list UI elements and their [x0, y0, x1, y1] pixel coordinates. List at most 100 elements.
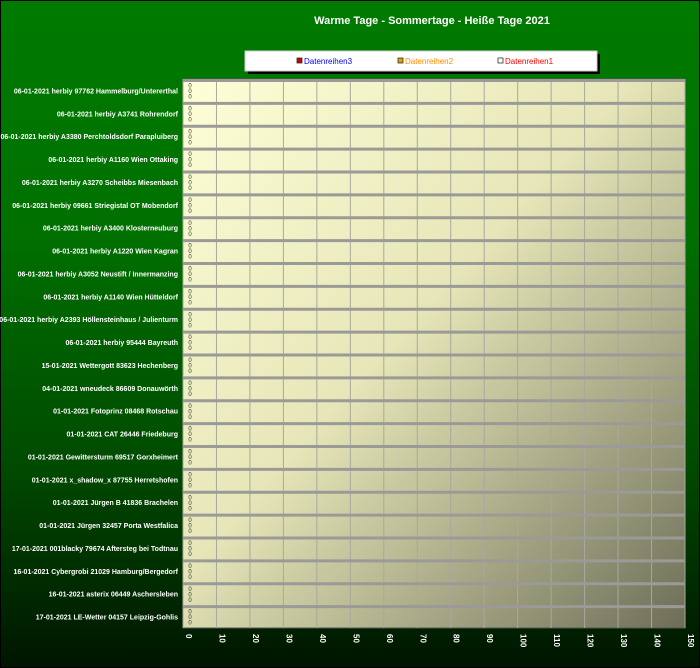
data-label: 0: [188, 140, 192, 146]
category-label: 06-01-2021 herbiy A3270 Scheibbs Miesenb…: [22, 180, 178, 187]
data-label: 0: [188, 209, 192, 215]
data-label: 0: [188, 524, 192, 530]
row-separator: [183, 79, 685, 82]
data-label: 0: [188, 152, 192, 158]
data-label: 0: [188, 117, 192, 123]
data-label: 0: [188, 129, 192, 135]
data-label: 0: [188, 255, 192, 261]
data-label: 0: [188, 409, 192, 415]
data-label: 0: [188, 335, 192, 341]
row-separator: [183, 353, 685, 357]
legend: Datenreihen3 Datenreihen2 Datenreihen1: [244, 50, 600, 74]
category-label: 16-01-2021 Cybergrobi 21029 Hamburg/Berg…: [13, 569, 178, 576]
category-label: 06-01-2021 herbiy 95444 Bayreuth: [66, 340, 178, 347]
row-separator: [183, 559, 685, 563]
data-label: 0: [188, 564, 192, 570]
data-label: 0: [188, 295, 192, 301]
x-tick-label: 40: [318, 634, 327, 643]
data-label: 0: [188, 518, 192, 524]
row-separator: [183, 605, 685, 609]
legend-swatch-datenreihen3: [296, 57, 303, 64]
category-label: 15-01-2021 Wettergott 83623 Hechenberg: [42, 363, 178, 370]
data-label: 0: [188, 386, 192, 392]
x-tick-label: 130: [619, 634, 628, 648]
data-label: 0: [188, 495, 192, 501]
x-tick-label: 140: [653, 634, 662, 648]
legend-swatch-datenreihen1: [497, 57, 504, 64]
x-tick-label: 0: [184, 634, 193, 639]
x-tick-label: 70: [418, 634, 427, 643]
data-label: 0: [188, 615, 192, 621]
data-label: 0: [188, 89, 192, 95]
data-label: 0: [188, 598, 192, 604]
category-label: 01-01-2021 Gewittersturm 69517 Gorxheime…: [28, 454, 179, 461]
category-label: 01-01-2021 Jürgen B 41836 Brachelen: [53, 500, 178, 507]
legend-label-datenreihen1: Datenreihen1: [505, 57, 554, 66]
data-label: 0: [188, 404, 192, 410]
data-label: 0: [188, 432, 192, 438]
x-tick-label: 150: [686, 634, 695, 648]
category-label: 01-01-2021 x_shadow_x 87755 Herretshofen: [32, 477, 178, 484]
row-separator: [183, 536, 685, 540]
x-tick-label: 100: [519, 634, 528, 648]
category-label: 06-01-2021 herbiy A1220 Wien Kagran: [52, 249, 178, 256]
data-label: 0: [188, 226, 192, 232]
row-separator: [183, 467, 685, 471]
data-label: 0: [188, 483, 192, 489]
category-label: 06-01-2021 herbiy 09661 Striegistal OT M…: [12, 203, 178, 210]
data-label: 0: [188, 198, 192, 204]
data-label: 0: [188, 312, 192, 318]
x-tick-label: 80: [452, 634, 461, 643]
data-label: 0: [188, 267, 192, 273]
category-label: 01-01-2021 CAT 26446 Friedeburg: [66, 432, 178, 439]
data-label: 0: [188, 221, 192, 227]
data-label: 0: [188, 278, 192, 284]
data-label: 0: [188, 163, 192, 169]
row-separator: [183, 216, 685, 220]
data-label: 0: [188, 461, 192, 467]
data-label: 0: [188, 181, 192, 187]
x-tick-label: 60: [385, 634, 394, 643]
data-label: 0: [188, 346, 192, 352]
data-label: 0: [188, 472, 192, 478]
row-separator: [183, 513, 685, 517]
category-label: 06-01-2021 herbiy A3741 Rohrendorf: [57, 111, 179, 118]
data-label: 0: [188, 450, 192, 456]
row-separator: [183, 262, 685, 265]
legend-label-datenreihen3: Datenreihen3: [304, 57, 353, 66]
row-separator: [183, 124, 685, 128]
data-label: 0: [188, 232, 192, 238]
data-label: 0: [188, 392, 192, 398]
row-separator: [183, 170, 685, 174]
row-separator: [183, 101, 685, 105]
row-separator: [183, 284, 685, 288]
data-label: 0: [188, 186, 192, 192]
data-label: 0: [188, 541, 192, 547]
data-label: 0: [188, 106, 192, 112]
legend-label-datenreihen2: Datenreihen2: [405, 57, 454, 66]
category-label: 17-01-2021 001blacky 79674 Aftersteg bei…: [12, 546, 178, 553]
data-label: 0: [188, 323, 192, 329]
data-label: 0: [188, 289, 192, 295]
x-tick-label: 90: [485, 634, 494, 643]
row-separator: [183, 147, 685, 151]
category-label: 01-01-2021 Fotoprinz 08468 Rotschau: [53, 409, 178, 416]
data-label: 0: [188, 272, 192, 278]
data-label: 0: [188, 369, 192, 375]
data-label: 0: [188, 592, 192, 598]
category-label: 06-01-2021 herbiy 97762 Hammelburg/Unter…: [14, 88, 178, 95]
data-label: 0: [188, 621, 192, 627]
category-label: 06-01-2021 herbiy A2393 Höllensteinhaus …: [0, 317, 178, 324]
category-label: 06-01-2021 herbiy A3380 Perchtoldsdorf P…: [0, 134, 178, 141]
data-label: 0: [188, 438, 192, 444]
data-label: 0: [188, 547, 192, 553]
category-label: 06-01-2021 herbiy A3052 Neustift / Inner…: [18, 271, 178, 278]
category-label: 04-01-2021 wneudeck 86609 Donauwörth: [42, 386, 178, 393]
data-label: 0: [188, 587, 192, 593]
row-separator: [183, 376, 685, 380]
row-separator: [183, 399, 685, 403]
x-tick-label: 110: [552, 634, 561, 647]
data-label: 0: [188, 244, 192, 250]
data-label: 0: [188, 318, 192, 324]
